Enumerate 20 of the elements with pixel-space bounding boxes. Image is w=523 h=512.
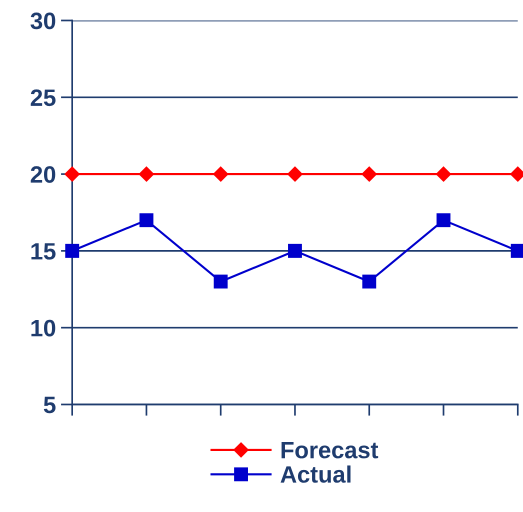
y-tick-label: 15 <box>31 243 56 260</box>
point <box>213 166 228 182</box>
point <box>288 244 302 258</box>
point <box>436 166 452 182</box>
y-tick-label: 30 <box>30 12 56 30</box>
point <box>138 166 154 182</box>
point <box>287 166 303 182</box>
legend-label: Actual <box>280 465 350 483</box>
point <box>64 166 80 182</box>
point <box>362 166 377 182</box>
point <box>65 244 80 258</box>
point <box>139 213 154 228</box>
y-tick-label: 25 <box>30 89 56 106</box>
point <box>214 274 228 289</box>
y-tick-label: 5 <box>44 396 56 414</box>
point <box>362 274 376 289</box>
legend-label: Forecast <box>282 442 378 458</box>
point <box>436 213 450 228</box>
y-tick-label: 10 <box>31 320 56 336</box>
y-tick-label: 20 <box>30 166 56 183</box>
